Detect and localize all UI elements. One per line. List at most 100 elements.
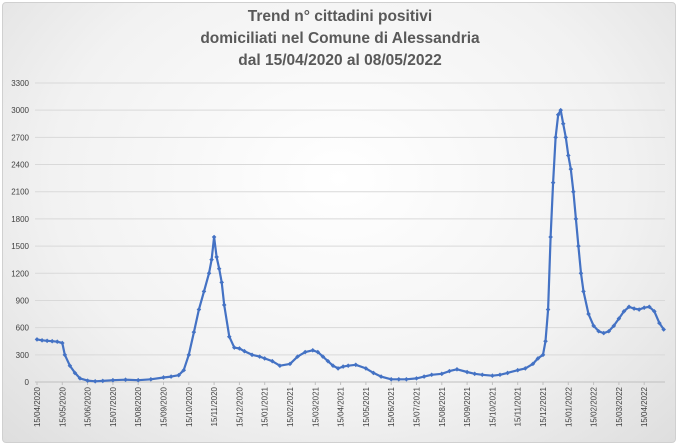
x-tick-label: 15/04/2022 bbox=[640, 386, 649, 427]
x-tick-label: 15/07/2021 bbox=[413, 386, 422, 427]
data-point bbox=[295, 354, 300, 359]
data-point bbox=[388, 376, 394, 382]
y-tick-label: 1500 bbox=[11, 242, 29, 251]
x-tick-label: 15/01/2022 bbox=[564, 386, 573, 427]
data-point bbox=[454, 367, 460, 372]
x-tick-label: 15/04/2021 bbox=[337, 386, 346, 427]
data-point bbox=[34, 337, 40, 342]
data-point bbox=[214, 254, 219, 260]
data-point bbox=[414, 376, 419, 381]
data-point bbox=[421, 374, 427, 379]
data-point bbox=[148, 376, 154, 382]
data-point bbox=[396, 376, 402, 382]
data-point bbox=[661, 327, 666, 332]
chart-title-line-1: Trend n° cittadini positivi bbox=[247, 8, 433, 25]
data-point bbox=[553, 135, 558, 140]
data-point bbox=[237, 346, 242, 351]
data-point bbox=[67, 363, 73, 368]
x-tick-label: 15/08/2020 bbox=[134, 386, 143, 427]
y-tick-label: 0 bbox=[25, 378, 30, 387]
y-tick-label: 600 bbox=[16, 324, 30, 333]
data-point bbox=[353, 362, 359, 368]
data-point bbox=[191, 329, 197, 335]
y-tick-label: 2400 bbox=[11, 161, 29, 170]
x-tick-label: 15/02/2021 bbox=[286, 386, 295, 427]
data-point bbox=[545, 307, 551, 312]
data-point bbox=[636, 307, 642, 312]
y-tick-label: 3300 bbox=[11, 79, 29, 88]
data-point bbox=[497, 372, 503, 378]
data-point bbox=[242, 348, 247, 354]
data-point bbox=[601, 330, 607, 336]
data-point bbox=[447, 368, 452, 374]
data-point bbox=[302, 349, 308, 355]
data-point bbox=[330, 363, 336, 368]
data-point bbox=[573, 216, 579, 222]
data-point bbox=[249, 352, 255, 358]
data-point bbox=[439, 371, 445, 377]
data-point bbox=[548, 234, 553, 240]
data-point bbox=[591, 323, 596, 329]
data-point bbox=[335, 366, 341, 371]
data-point bbox=[54, 339, 60, 344]
x-tick-label: 15/12/2021 bbox=[539, 386, 548, 427]
data-point bbox=[277, 363, 283, 368]
data-point bbox=[522, 366, 528, 371]
data-point bbox=[310, 347, 316, 353]
data-point bbox=[221, 302, 227, 308]
data-point bbox=[287, 361, 293, 367]
data-point bbox=[60, 340, 65, 346]
data-point bbox=[555, 112, 561, 118]
data-point bbox=[578, 270, 584, 276]
data-point bbox=[631, 306, 637, 311]
data-point bbox=[490, 373, 495, 378]
data-point bbox=[123, 377, 128, 383]
data-point bbox=[196, 307, 202, 312]
data-point bbox=[540, 352, 546, 358]
data-point bbox=[641, 305, 647, 311]
data-point bbox=[62, 352, 68, 358]
data-point bbox=[626, 304, 632, 310]
data-point bbox=[505, 370, 510, 376]
data-point bbox=[211, 234, 217, 240]
data-point bbox=[39, 338, 45, 343]
x-tick-label: 15/05/2021 bbox=[362, 386, 371, 427]
data-point bbox=[320, 354, 326, 359]
x-tick-label: 15/12/2020 bbox=[235, 386, 244, 427]
data-point bbox=[535, 356, 541, 361]
x-tick-label: 15/05/2020 bbox=[58, 386, 67, 427]
x-tick-label: 15/04/2020 bbox=[33, 386, 42, 427]
data-point bbox=[621, 309, 627, 314]
data-point bbox=[657, 320, 662, 326]
data-point bbox=[652, 309, 657, 314]
data-point bbox=[543, 338, 548, 344]
data-point bbox=[646, 304, 652, 310]
x-tick-label: 15/06/2021 bbox=[387, 386, 396, 427]
data-point bbox=[563, 135, 569, 140]
data-point bbox=[363, 366, 369, 371]
x-tick-label: 15/09/2021 bbox=[463, 386, 472, 427]
y-tick-label: 3000 bbox=[11, 106, 29, 115]
data-point bbox=[340, 364, 346, 369]
data-point bbox=[72, 370, 78, 376]
y-tick-label: 2100 bbox=[11, 188, 29, 197]
data-point bbox=[378, 374, 384, 379]
data-point bbox=[472, 371, 477, 377]
x-tick-label: 15/09/2020 bbox=[160, 386, 169, 427]
data-point bbox=[371, 370, 376, 376]
data-point bbox=[181, 367, 187, 373]
data-point bbox=[530, 361, 536, 367]
data-point bbox=[168, 374, 174, 379]
data-point bbox=[515, 367, 520, 373]
x-tick-label: 15/06/2020 bbox=[84, 386, 93, 427]
y-tick-label: 1200 bbox=[11, 269, 29, 278]
data-point bbox=[219, 280, 224, 285]
x-tick-label: 15/10/2020 bbox=[185, 386, 194, 427]
x-tick-label: 15/03/2022 bbox=[615, 386, 624, 427]
x-tick-label: 15/02/2022 bbox=[590, 386, 599, 427]
x-tick-label: 15/03/2021 bbox=[311, 386, 320, 427]
data-point bbox=[176, 372, 181, 378]
data-point bbox=[429, 372, 434, 378]
y-tick-label: 900 bbox=[16, 296, 30, 305]
data-point bbox=[616, 316, 622, 321]
